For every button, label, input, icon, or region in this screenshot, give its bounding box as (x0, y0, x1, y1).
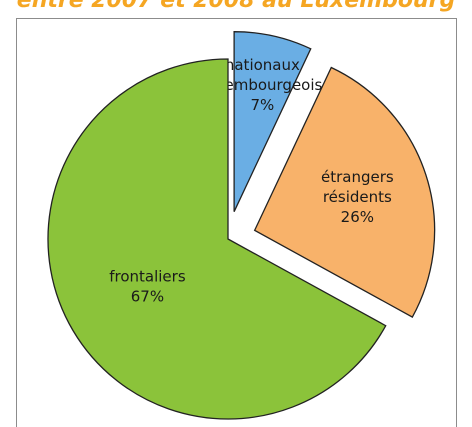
slice-frontaliers-label: frontaliers 67% (109, 268, 186, 306)
chart-frame (16, 18, 457, 427)
slice-nationaux-luxembourgeois-label: nationaux luxembourgeois 7% (202, 56, 322, 114)
chart-title: entre 2007 et 2008 au Luxembourg (16, 0, 456, 13)
slice-etrangers-residents-label: étrangers résidents 26% (321, 168, 394, 226)
slice-etrangers-residents (253, 66, 436, 318)
slice-frontaliers (47, 58, 387, 420)
slice-nationaux-luxembourgeois (233, 31, 312, 212)
